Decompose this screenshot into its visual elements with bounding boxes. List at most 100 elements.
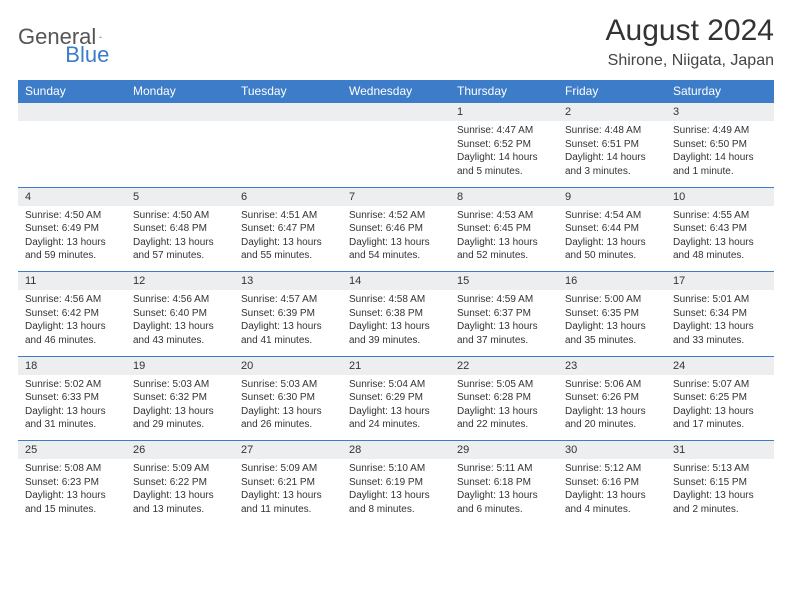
day-header-row: Sunday Monday Tuesday Wednesday Thursday…	[18, 80, 774, 103]
sunrise-text: Sunrise: 4:54 AM	[565, 209, 659, 223]
date-cell: 27	[234, 441, 342, 460]
daylight-text: Daylight: 13 hours and 52 minutes.	[457, 236, 551, 263]
info-cell: Sunrise: 5:10 AMSunset: 6:19 PMDaylight:…	[342, 459, 450, 525]
info-cell: Sunrise: 4:59 AMSunset: 6:37 PMDaylight:…	[450, 290, 558, 356]
sunrise-text: Sunrise: 5:07 AM	[673, 378, 767, 392]
date-row: 45678910	[18, 187, 774, 206]
daylight-text: Daylight: 13 hours and 59 minutes.	[25, 236, 119, 263]
calendar-page: General Blue August 2024 Shirone, Niigat…	[0, 0, 792, 539]
sunset-text: Sunset: 6:21 PM	[241, 476, 335, 490]
sunset-text: Sunset: 6:50 PM	[673, 138, 767, 152]
daylight-text: Daylight: 13 hours and 31 minutes.	[25, 405, 119, 432]
info-cell: Sunrise: 4:51 AMSunset: 6:47 PMDaylight:…	[234, 206, 342, 272]
day-header-wed: Wednesday	[342, 80, 450, 103]
date-cell: 26	[126, 441, 234, 460]
daylight-text: Daylight: 13 hours and 48 minutes.	[673, 236, 767, 263]
daylight-text: Daylight: 13 hours and 35 minutes.	[565, 320, 659, 347]
info-cell: Sunrise: 5:11 AMSunset: 6:18 PMDaylight:…	[450, 459, 558, 525]
sunrise-text: Sunrise: 4:51 AM	[241, 209, 335, 223]
daylight-text: Daylight: 13 hours and 33 minutes.	[673, 320, 767, 347]
sunrise-text: Sunrise: 5:05 AM	[457, 378, 551, 392]
date-cell: 29	[450, 441, 558, 460]
info-cell: Sunrise: 4:58 AMSunset: 6:38 PMDaylight:…	[342, 290, 450, 356]
day-header-tue: Tuesday	[234, 80, 342, 103]
sunset-text: Sunset: 6:18 PM	[457, 476, 551, 490]
info-cell: Sunrise: 4:53 AMSunset: 6:45 PMDaylight:…	[450, 206, 558, 272]
sunset-text: Sunset: 6:25 PM	[673, 391, 767, 405]
info-cell: Sunrise: 4:52 AMSunset: 6:46 PMDaylight:…	[342, 206, 450, 272]
sunrise-text: Sunrise: 4:57 AM	[241, 293, 335, 307]
info-cell: Sunrise: 5:09 AMSunset: 6:21 PMDaylight:…	[234, 459, 342, 525]
sunset-text: Sunset: 6:32 PM	[133, 391, 227, 405]
info-cell	[126, 121, 234, 187]
date-cell: 1	[450, 103, 558, 122]
date-cell: 14	[342, 272, 450, 291]
sunset-text: Sunset: 6:34 PM	[673, 307, 767, 321]
sunrise-text: Sunrise: 4:58 AM	[349, 293, 443, 307]
date-cell: 25	[18, 441, 126, 460]
date-cell: 6	[234, 187, 342, 206]
calendar-table: Sunday Monday Tuesday Wednesday Thursday…	[18, 80, 774, 525]
info-cell: Sunrise: 4:57 AMSunset: 6:39 PMDaylight:…	[234, 290, 342, 356]
sunset-text: Sunset: 6:39 PM	[241, 307, 335, 321]
sunrise-text: Sunrise: 5:00 AM	[565, 293, 659, 307]
date-cell: 12	[126, 272, 234, 291]
daylight-text: Daylight: 13 hours and 55 minutes.	[241, 236, 335, 263]
sunrise-text: Sunrise: 5:02 AM	[25, 378, 119, 392]
sunset-text: Sunset: 6:15 PM	[673, 476, 767, 490]
daylight-text: Daylight: 13 hours and 8 minutes.	[349, 489, 443, 516]
info-cell	[342, 121, 450, 187]
daylight-text: Daylight: 13 hours and 41 minutes.	[241, 320, 335, 347]
sunrise-text: Sunrise: 4:59 AM	[457, 293, 551, 307]
daylight-text: Daylight: 13 hours and 13 minutes.	[133, 489, 227, 516]
info-cell: Sunrise: 5:12 AMSunset: 6:16 PMDaylight:…	[558, 459, 666, 525]
sunset-text: Sunset: 6:37 PM	[457, 307, 551, 321]
sunrise-text: Sunrise: 5:08 AM	[25, 462, 119, 476]
info-cell: Sunrise: 5:08 AMSunset: 6:23 PMDaylight:…	[18, 459, 126, 525]
sunset-text: Sunset: 6:26 PM	[565, 391, 659, 405]
info-cell: Sunrise: 4:54 AMSunset: 6:44 PMDaylight:…	[558, 206, 666, 272]
date-cell: 18	[18, 356, 126, 375]
daylight-text: Daylight: 13 hours and 22 minutes.	[457, 405, 551, 432]
info-cell: Sunrise: 4:50 AMSunset: 6:48 PMDaylight:…	[126, 206, 234, 272]
date-cell: 7	[342, 187, 450, 206]
info-cell: Sunrise: 5:02 AMSunset: 6:33 PMDaylight:…	[18, 375, 126, 441]
date-row: 25262728293031	[18, 441, 774, 460]
date-cell: 8	[450, 187, 558, 206]
date-cell: 10	[666, 187, 774, 206]
sunrise-text: Sunrise: 4:52 AM	[349, 209, 443, 223]
daylight-text: Daylight: 13 hours and 46 minutes.	[25, 320, 119, 347]
daylight-text: Daylight: 13 hours and 26 minutes.	[241, 405, 335, 432]
daylight-text: Daylight: 14 hours and 5 minutes.	[457, 151, 551, 178]
sunset-text: Sunset: 6:19 PM	[349, 476, 443, 490]
daylight-text: Daylight: 14 hours and 1 minute.	[673, 151, 767, 178]
info-row: Sunrise: 4:56 AMSunset: 6:42 PMDaylight:…	[18, 290, 774, 356]
sunrise-text: Sunrise: 4:50 AM	[133, 209, 227, 223]
sunrise-text: Sunrise: 4:55 AM	[673, 209, 767, 223]
sunset-text: Sunset: 6:29 PM	[349, 391, 443, 405]
daylight-text: Daylight: 13 hours and 2 minutes.	[673, 489, 767, 516]
info-cell: Sunrise: 5:13 AMSunset: 6:15 PMDaylight:…	[666, 459, 774, 525]
info-cell: Sunrise: 5:03 AMSunset: 6:30 PMDaylight:…	[234, 375, 342, 441]
date-cell: 22	[450, 356, 558, 375]
sunrise-text: Sunrise: 4:50 AM	[25, 209, 119, 223]
sunset-text: Sunset: 6:16 PM	[565, 476, 659, 490]
sunrise-text: Sunrise: 5:03 AM	[241, 378, 335, 392]
sunrise-text: Sunrise: 5:11 AM	[457, 462, 551, 476]
date-row: 18192021222324	[18, 356, 774, 375]
sunrise-text: Sunrise: 5:10 AM	[349, 462, 443, 476]
sunrise-text: Sunrise: 4:56 AM	[25, 293, 119, 307]
date-cell: 11	[18, 272, 126, 291]
daylight-text: Daylight: 13 hours and 15 minutes.	[25, 489, 119, 516]
daylight-text: Daylight: 13 hours and 50 minutes.	[565, 236, 659, 263]
day-header-fri: Friday	[558, 80, 666, 103]
daylight-text: Daylight: 13 hours and 37 minutes.	[457, 320, 551, 347]
date-cell: 4	[18, 187, 126, 206]
location: Shirone, Niigata, Japan	[606, 52, 774, 70]
daylight-text: Daylight: 14 hours and 3 minutes.	[565, 151, 659, 178]
day-header-thu: Thursday	[450, 80, 558, 103]
date-cell: 24	[666, 356, 774, 375]
daylight-text: Daylight: 13 hours and 57 minutes.	[133, 236, 227, 263]
info-cell: Sunrise: 5:00 AMSunset: 6:35 PMDaylight:…	[558, 290, 666, 356]
date-cell: 2	[558, 103, 666, 122]
